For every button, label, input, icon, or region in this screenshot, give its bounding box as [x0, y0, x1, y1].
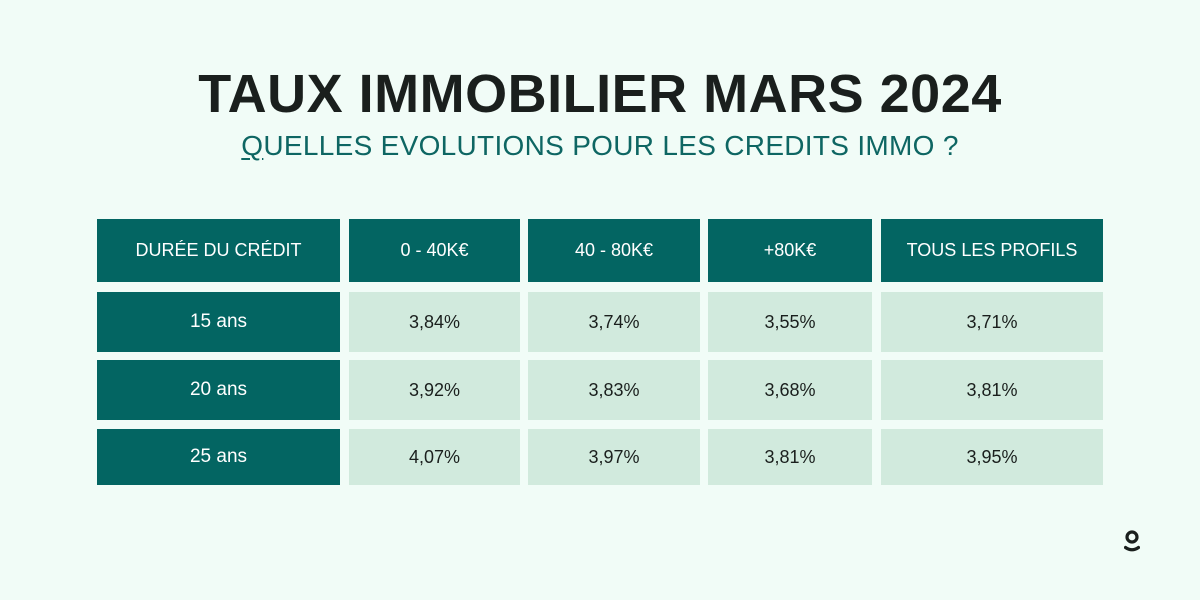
rate-cell: 3,74% [528, 292, 700, 352]
page-title: TAUX IMMOBILIER MARS 2024 [198, 64, 1002, 124]
row-label: 20 ans [97, 360, 340, 420]
header-80k-plus: +80K€ [708, 219, 872, 282]
subtitle-first-letter: Q [241, 130, 264, 161]
rate-cell: 3,83% [528, 360, 700, 420]
row-label: 15 ans [97, 292, 340, 352]
rate-cell: 3,81% [708, 429, 872, 485]
rate-cell: 3,97% [528, 429, 700, 485]
row-label: 25 ans [97, 429, 340, 485]
rate-cell: 3,71% [881, 292, 1103, 352]
rate-cell: 3,55% [708, 292, 872, 352]
header-40-80k: 40 - 80K€ [528, 219, 700, 282]
page-subtitle: QUELLES EVOLUTIONS POUR LES CREDITS IMMO… [0, 128, 1200, 164]
rate-cell: 3,81% [881, 360, 1103, 420]
subtitle-rest: UELLES EVOLUTIONS POUR LES CREDITS IMMO … [263, 130, 959, 161]
rate-cell: 3,92% [349, 360, 520, 420]
header-all-profiles: TOUS LES PROFILS [881, 219, 1103, 282]
header-duration: DURÉE DU CRÉDIT [97, 219, 340, 282]
rate-cell: 4,07% [349, 429, 520, 485]
brand-logo-icon [1124, 530, 1140, 552]
rate-cell: 3,68% [708, 360, 872, 420]
rate-cell: 3,95% [881, 429, 1103, 485]
rate-cell: 3,84% [349, 292, 520, 352]
header-0-40k: 0 - 40K€ [349, 219, 520, 282]
